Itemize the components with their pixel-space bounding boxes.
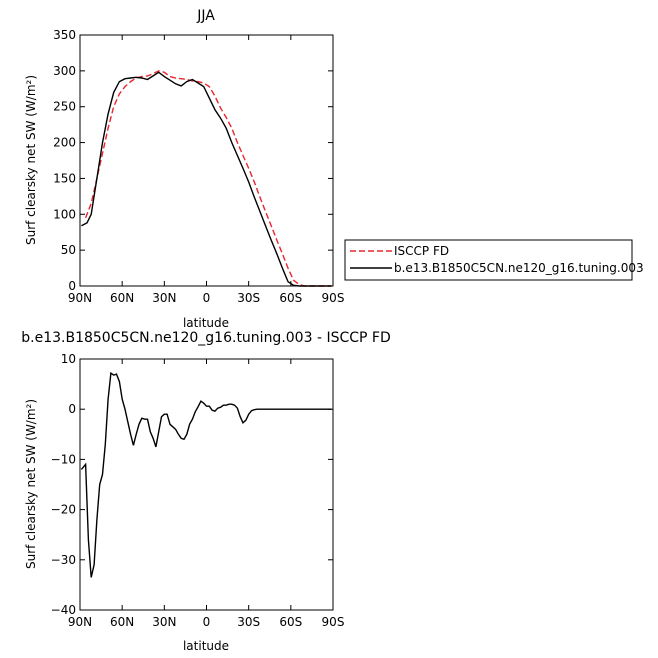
bottom-x-axis-label: latitude: [183, 639, 229, 653]
y-tick-label: 50: [61, 243, 76, 257]
y-tick-label: 0: [68, 279, 76, 293]
bottom-x-ticks: 90N 60N 30N 0 30S 60S 90S: [68, 359, 345, 629]
bottom-chart-title: b.e13.B1850C5CN.ne120_g16.tuning.003 - I…: [21, 330, 391, 346]
top-x-ticks: 90N 60N 30N 0 30S 60S 90S: [68, 35, 345, 305]
x-tick-label: 30N: [152, 291, 176, 305]
top-plot-frame: [79, 34, 334, 287]
y-tick-label: 0: [68, 402, 76, 416]
y-tick-label: 300: [53, 64, 76, 78]
top-y-axis-label: Surf clearsky net SW (W/m²): [24, 75, 38, 245]
x-tick-label: 90N: [68, 291, 92, 305]
top-y-ticks: 0 50 100 150 200 250 300 350: [53, 28, 333, 293]
model-series-line: [80, 371, 332, 578]
y-tick-label: 100: [53, 207, 76, 221]
top-series-group: [81, 70, 332, 287]
y-tick-label: −30: [51, 553, 76, 567]
x-tick-label: 30S: [237, 615, 260, 629]
x-tick-label: 90N: [68, 615, 92, 629]
x-tick-label: 60N: [110, 291, 134, 305]
x-tick-label: 90S: [322, 291, 345, 305]
x-tick-label: 0: [203, 291, 211, 305]
x-tick-label: 30N: [152, 615, 176, 629]
model-series-line: [81, 71, 332, 287]
legend: ISCCP FD b.e13.B1850C5CN.ne120_g16.tunin…: [344, 239, 644, 281]
top-panel: JJA 0 50 100 150 200 250 300 350 90N 60N 30N 0 30S 6…: [24, 8, 644, 330]
x-tick-label: 90S: [322, 615, 345, 629]
top-x-axis-label: latitude: [183, 316, 229, 330]
bottom-y-axis-label: Surf clearsky net SW (W/m²): [24, 399, 38, 569]
legend-label-isccp: ISCCP FD: [394, 244, 449, 258]
x-tick-label: 30S: [237, 291, 260, 305]
legend-box: [344, 239, 633, 281]
x-tick-label: 60N: [110, 615, 134, 629]
x-tick-label: 0: [203, 615, 211, 629]
bottom-y-ticks: −40 −30 −20 −10 0 10: [51, 352, 333, 617]
y-tick-label: −40: [51, 603, 76, 617]
y-tick-label: 10: [61, 352, 76, 366]
bottom-series-group: [80, 371, 332, 578]
bottom-plot-frame: [79, 358, 334, 611]
y-tick-label: 350: [53, 28, 76, 42]
isccp-series-line: [84, 70, 332, 287]
y-tick-label: −10: [51, 452, 76, 466]
top-chart-title: JJA: [196, 8, 215, 24]
y-tick-label: 250: [53, 100, 76, 114]
x-tick-label: 60S: [279, 615, 302, 629]
bottom-panel: b.e13.B1850C5CN.ne120_g16.tuning.003 - I…: [21, 330, 391, 653]
legend-label-model: b.e13.B1850C5CN.ne120_g16.tuning.003: [394, 261, 644, 275]
y-tick-label: 150: [53, 171, 76, 185]
y-tick-label: −20: [51, 503, 76, 517]
x-tick-label: 60S: [279, 291, 302, 305]
y-tick-label: 200: [53, 136, 76, 150]
